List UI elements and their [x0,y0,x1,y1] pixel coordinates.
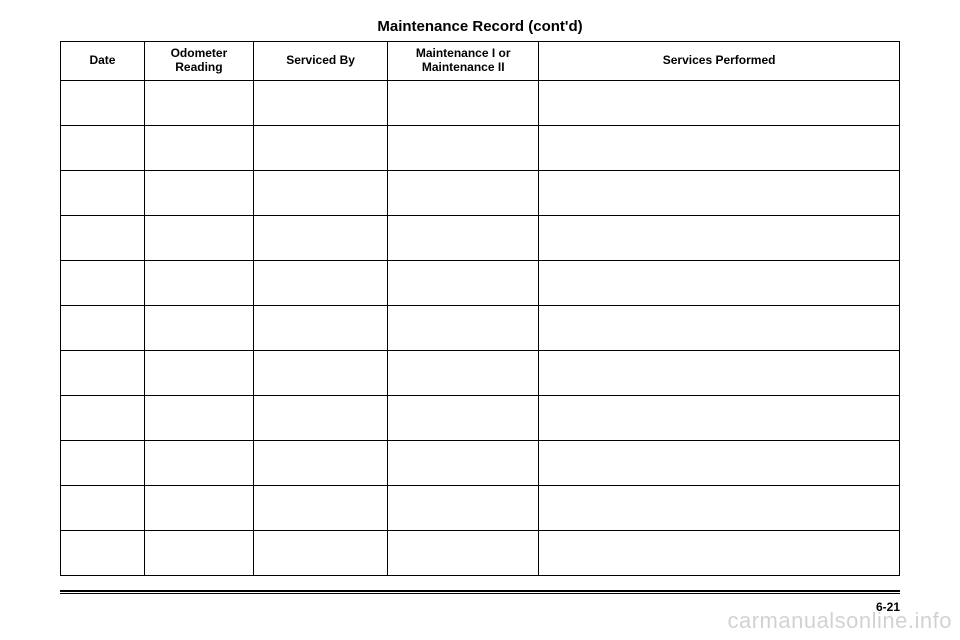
table-cell [61,306,145,351]
col-header-serviced-by: Serviced By [253,42,387,81]
table-cell [539,126,900,171]
table-row [61,81,900,126]
table-cell [388,126,539,171]
table-row [61,351,900,396]
table-cell [539,261,900,306]
table-cell [144,216,253,261]
table-cell [253,486,387,531]
table-row [61,531,900,576]
table-cell [253,171,387,216]
table-cell [144,126,253,171]
table-cell [144,486,253,531]
table-cell [388,531,539,576]
table-cell [253,216,387,261]
table-row [61,216,900,261]
table-cell [144,351,253,396]
table-cell [539,531,900,576]
page-container: Maintenance Record (cont'd) Date Odomete… [0,0,960,640]
table-row [61,306,900,351]
table-row [61,396,900,441]
table-cell [61,351,145,396]
table-row [61,171,900,216]
footer-rule [60,590,900,594]
table-cell [253,81,387,126]
table-row [61,441,900,486]
table-cell [539,306,900,351]
table-body [61,81,900,576]
table-cell [61,486,145,531]
col-header-maintenance-type: Maintenance I orMaintenance II [388,42,539,81]
table-cell [388,486,539,531]
table-cell [61,81,145,126]
table-row [61,486,900,531]
table-cell [61,396,145,441]
table-cell [388,441,539,486]
table-cell [61,216,145,261]
table-cell [253,441,387,486]
watermark-text: carmanualsonline.info [727,608,952,634]
table-cell [144,306,253,351]
table-cell [144,441,253,486]
table-cell [539,171,900,216]
table-cell [388,351,539,396]
table-cell [253,126,387,171]
table-row [61,261,900,306]
col-header-odometer: OdometerReading [144,42,253,81]
table-cell [253,396,387,441]
table-cell [253,306,387,351]
table-cell [253,261,387,306]
table-cell [61,531,145,576]
page-title: Maintenance Record (cont'd) [60,18,900,35]
table-cell [388,306,539,351]
table-cell [144,261,253,306]
table-cell [144,81,253,126]
table-cell [388,216,539,261]
table-cell [539,486,900,531]
maintenance-record-table: Date OdometerReading Serviced By Mainten… [60,41,900,576]
table-cell [61,171,145,216]
table-cell [539,81,900,126]
table-cell [388,81,539,126]
col-header-date: Date [61,42,145,81]
table-row [61,126,900,171]
table-cell [539,396,900,441]
table-cell [253,531,387,576]
col-header-services-performed: Services Performed [539,42,900,81]
table-cell [539,351,900,396]
table-cell [144,531,253,576]
table-cell [388,171,539,216]
table-header-row: Date OdometerReading Serviced By Mainten… [61,42,900,81]
table-cell [253,351,387,396]
table-cell [539,216,900,261]
table-cell [61,441,145,486]
table-cell [61,126,145,171]
table-cell [388,396,539,441]
table-cell [144,171,253,216]
table-cell [144,396,253,441]
table-cell [388,261,539,306]
table-cell [61,261,145,306]
table-cell [539,441,900,486]
